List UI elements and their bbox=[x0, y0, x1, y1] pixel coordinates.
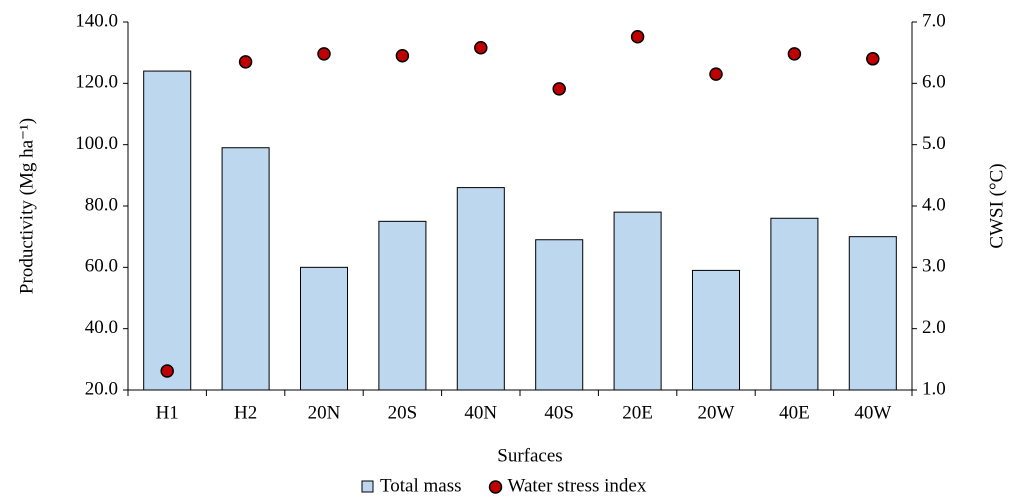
legend-label: Water stress index bbox=[508, 475, 647, 496]
y-tick-label: 20.0 bbox=[85, 378, 118, 399]
y2-tick-label: 6.0 bbox=[922, 72, 946, 93]
y2-tick-label: 3.0 bbox=[922, 256, 946, 277]
y-axis-title: Productivity (Mg ha⁻¹) bbox=[16, 118, 37, 294]
point bbox=[395, 48, 410, 63]
y-tick-label: 120.0 bbox=[75, 72, 118, 93]
y2-tick-label: 5.0 bbox=[922, 133, 946, 154]
x-tick-label: 20N bbox=[308, 402, 341, 423]
point bbox=[552, 82, 566, 96]
x-tick-label: H1 bbox=[156, 402, 179, 423]
x-tick-label: 40W bbox=[854, 402, 891, 423]
x-axis-title: Surfaces bbox=[497, 445, 562, 466]
y-tick-label: 100.0 bbox=[75, 133, 118, 154]
bar bbox=[848, 236, 897, 391]
bar bbox=[613, 211, 662, 391]
point bbox=[474, 41, 488, 55]
bar bbox=[299, 266, 349, 391]
y-tick-label: 40.0 bbox=[85, 317, 118, 338]
y2-tick-label: 1.0 bbox=[922, 378, 946, 399]
bar bbox=[691, 269, 741, 391]
x-tick-label: 20E bbox=[622, 402, 653, 423]
x-tick-label: 20W bbox=[698, 402, 735, 423]
y-tick-label: 80.0 bbox=[85, 194, 118, 215]
legend-swatch bbox=[488, 480, 503, 494]
x-tick-label: H2 bbox=[234, 402, 257, 423]
y2-tick-label: 2.0 bbox=[922, 317, 946, 338]
point bbox=[630, 29, 645, 44]
y2-tick-label: 4.0 bbox=[922, 194, 946, 215]
y2-tick-label: 7.0 bbox=[922, 10, 946, 31]
x-tick-label: 40S bbox=[544, 402, 574, 423]
y-tick-label: 140.0 bbox=[75, 10, 118, 31]
bar bbox=[456, 187, 505, 391]
legend-swatch bbox=[361, 480, 374, 493]
legend-label: Total mass bbox=[380, 475, 462, 496]
x-tick-label: 40E bbox=[779, 402, 810, 423]
bar bbox=[378, 220, 427, 391]
y2-axis-title: CWSI (°C) bbox=[986, 163, 1007, 248]
point bbox=[238, 55, 253, 69]
point bbox=[317, 47, 331, 61]
bar bbox=[770, 217, 819, 391]
bar bbox=[535, 239, 584, 391]
point bbox=[866, 52, 880, 66]
point bbox=[160, 364, 174, 378]
x-tick-label: 20S bbox=[388, 402, 418, 423]
point bbox=[787, 47, 802, 61]
bar bbox=[143, 70, 192, 391]
x-tick-label: 40N bbox=[464, 402, 497, 423]
bar bbox=[221, 147, 270, 391]
y-tick-label: 60.0 bbox=[85, 256, 118, 277]
point bbox=[709, 67, 723, 81]
